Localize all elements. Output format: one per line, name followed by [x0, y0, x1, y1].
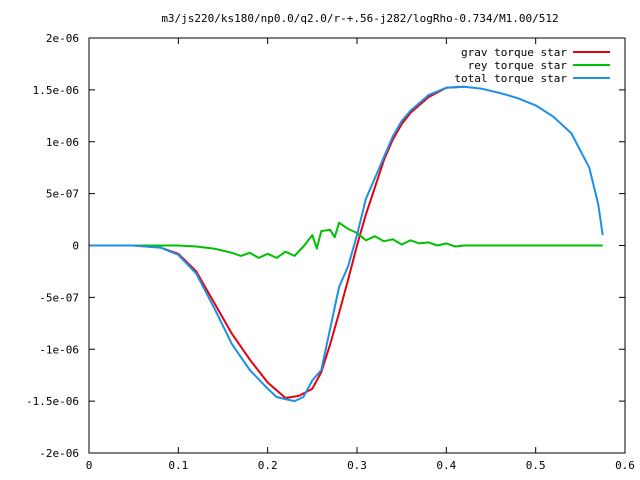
series-line-total-torque-star	[89, 85, 604, 403]
y-tick-label: 1.5e-06	[33, 84, 79, 97]
x-tick-label: 0	[86, 459, 93, 472]
y-tick-label: -1.5e-06	[26, 395, 79, 408]
x-tick-label: 0.2	[258, 459, 278, 472]
y-tick-label: 1e-06	[46, 136, 79, 149]
x-tick-label: 0.1	[168, 459, 188, 472]
y-tick-label: 5e-07	[46, 188, 79, 201]
x-tick-label: 0.4	[436, 459, 456, 472]
series-lines	[89, 85, 604, 403]
x-tick-label: 0.5	[526, 459, 546, 472]
x-tick-label: 0.6	[615, 459, 635, 472]
y-tick-label: 0	[72, 240, 79, 253]
legend-label: rey torque star	[468, 59, 568, 72]
series-line-grav-torque-star	[89, 85, 465, 399]
axis-ticks: 0 0.1 0.2 0.3 0.4 0.5 0.6 -2e-06 -1.5e-06 -1e-06 -…	[26, 32, 635, 472]
y-tick-label: -5e-07	[39, 291, 79, 304]
plot-frame	[88, 37, 626, 454]
y-tick-label: -2e-06	[39, 447, 79, 460]
legend-label: total torque star	[454, 72, 567, 85]
y-tick-label: -1e-06	[39, 343, 79, 356]
x-tick-label: 0.3	[347, 459, 367, 472]
legend-label: grav torque star	[461, 46, 567, 59]
y-tick-label: 2e-06	[46, 32, 79, 45]
chart-title: m3/js220/ks180/np0.0/q2.0/r-+.56-j282/lo…	[161, 12, 558, 25]
series-line-rey-torque-star	[89, 221, 603, 259]
